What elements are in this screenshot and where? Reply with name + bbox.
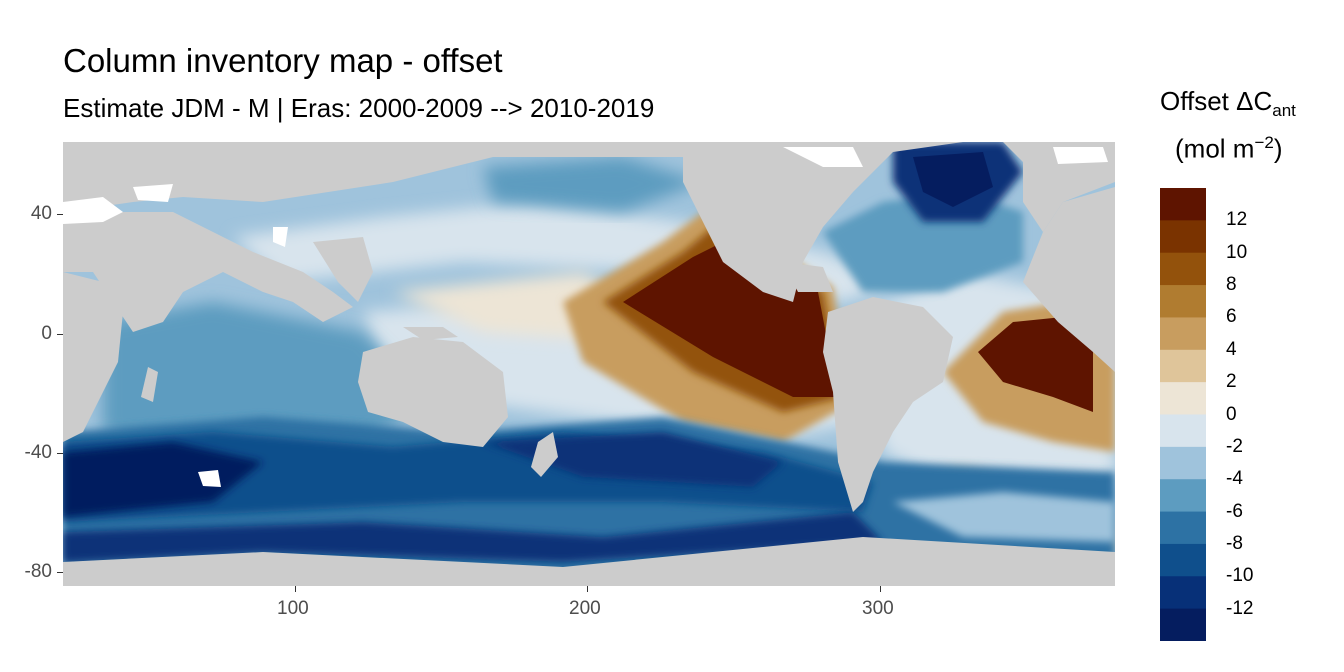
- legend-swatch: [1160, 188, 1206, 221]
- legend-label: 12: [1226, 209, 1248, 231]
- land-madagascar: [141, 367, 158, 402]
- ocean-field: [63, 142, 1115, 586]
- southern-ocean-core-2: [483, 432, 783, 487]
- map-panel: [63, 142, 1115, 586]
- no-data-arctic-asia: [63, 197, 123, 224]
- no-data-patches: [63, 147, 1108, 487]
- legend-swatch: [1160, 252, 1206, 286]
- legend-swatch: [1160, 317, 1206, 351]
- legend-label: 4: [1226, 338, 1237, 360]
- legend-label: 2: [1226, 371, 1237, 393]
- y-tick-label: -80: [24, 561, 52, 582]
- land-east-asia: [313, 237, 373, 302]
- land-caribbean-gap: [783, 262, 833, 292]
- y-tickmark-0: [57, 334, 63, 335]
- legend-label: 10: [1226, 241, 1248, 263]
- land-africa-west: [1023, 142, 1115, 372]
- legend-label: 8: [1226, 274, 1237, 296]
- y-tick-label: 40: [30, 203, 52, 224]
- southeast-atlantic-core: [978, 317, 1093, 412]
- y-tick-label: 0: [41, 323, 52, 344]
- land-australia: [358, 337, 508, 447]
- southern-ocean-core: [63, 442, 263, 517]
- legend-label: -10: [1226, 565, 1254, 587]
- land-asia: [63, 142, 893, 212]
- legend-title: Offset ΔCant: [1160, 86, 1296, 121]
- x-tick-label: 200: [569, 598, 601, 619]
- legend-swatch: [1160, 543, 1206, 577]
- antarctic-rim-deep: [63, 512, 883, 562]
- y-tickmark--80: [57, 572, 63, 573]
- no-data-siberia: [133, 184, 173, 202]
- legend-swatch: [1160, 285, 1206, 318]
- legend-label: -8: [1226, 532, 1243, 554]
- land-new-zealand: [531, 432, 558, 477]
- y-tick-label: -40: [24, 442, 52, 463]
- land-masses: [63, 142, 1115, 586]
- no-data-arctic-na: [1053, 147, 1108, 164]
- legend-swatch: [1160, 220, 1206, 254]
- legend-swatch: [1160, 446, 1206, 480]
- x-tickmark-300: [880, 586, 881, 592]
- north-pacific-blue: [483, 157, 703, 212]
- legend-swatch: [1160, 479, 1206, 513]
- x-tick-label: 300: [862, 598, 894, 619]
- y-tickmark--40: [57, 453, 63, 454]
- legend-swatch: [1160, 511, 1206, 545]
- land-north-america: [683, 142, 963, 302]
- no-data-southern: [198, 470, 221, 487]
- x-tick-label: 100: [277, 598, 309, 619]
- legend-swatch: [1160, 576, 1206, 610]
- legend-label: -4: [1226, 468, 1243, 490]
- no-data-caspian: [273, 227, 288, 247]
- x-tickmark-200: [587, 586, 588, 592]
- legend-swatch: [1160, 608, 1206, 641]
- land-new-guinea: [403, 327, 458, 340]
- legend-label: -2: [1226, 435, 1243, 457]
- land-south-america: [823, 297, 953, 512]
- legend-label: -6: [1226, 500, 1243, 522]
- legend-label: 6: [1226, 306, 1237, 328]
- legend-unit: (mol m−2): [1175, 133, 1283, 164]
- south-atlantic-sector-light: [893, 492, 1115, 542]
- map-title: Column inventory map - offset: [63, 42, 503, 79]
- map-subtitle: Estimate JDM - M | Eras: 2000-2009 --> 2…: [63, 93, 655, 123]
- no-data-hudson: [783, 147, 863, 167]
- legend-swatch: [1160, 414, 1206, 448]
- legend-colorbar: [1160, 188, 1206, 641]
- legend-swatch: [1160, 382, 1206, 415]
- land-antarctica: [63, 537, 1115, 586]
- x-tickmark-100: [295, 586, 296, 592]
- land-south-asia-se: [63, 212, 353, 332]
- land-europe: [1023, 162, 1115, 232]
- legend-label: -12: [1226, 597, 1254, 619]
- legend-swatch: [1160, 349, 1206, 383]
- land-africa-east: [63, 272, 123, 442]
- north-atlantic-core: [913, 152, 993, 207]
- indian-ocean-blue: [103, 302, 433, 452]
- y-tickmark-40: [57, 214, 63, 215]
- legend-label: 0: [1226, 403, 1237, 425]
